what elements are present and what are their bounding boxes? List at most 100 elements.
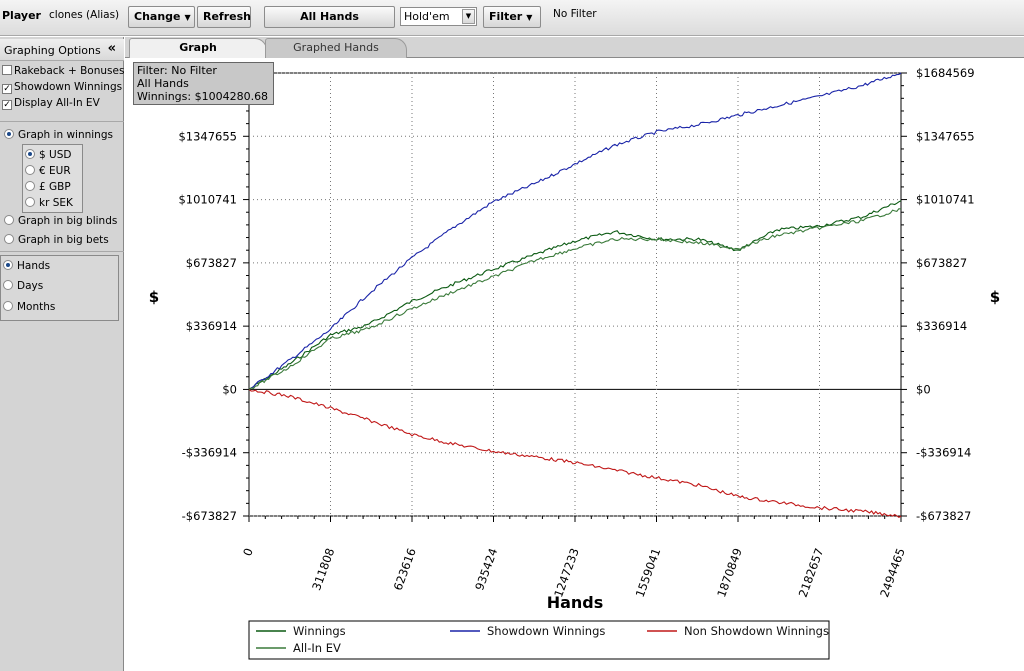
series-allin-ev-line: [248, 208, 902, 390]
change-button-label: Change: [134, 10, 181, 23]
tab-strip: Graph Graphed Hands: [125, 37, 1024, 58]
x-tick-label: 2494465: [877, 546, 908, 599]
checkmark-icon[interactable]: ✓: [2, 100, 12, 110]
rakeback-checkbox[interactable]: Rakeback + Bonuses: [2, 65, 124, 80]
radio-icon[interactable]: [4, 234, 14, 244]
radio-icon[interactable]: [3, 280, 13, 290]
x-tick-label: 1559041: [633, 546, 664, 599]
legend-item-showdown-winnings-label: Showdown Winnings: [487, 624, 605, 638]
tab-graphed-hands[interactable]: Graphed Hands: [265, 38, 407, 58]
y-tick-label-right: $0: [916, 382, 931, 396]
graph-in-winnings-label: Graph in winnings: [18, 129, 113, 141]
change-button[interactable]: Change ▼: [128, 6, 195, 28]
currency-eur-radio[interactable]: € EUR: [25, 165, 71, 180]
player-label: Player: [2, 9, 41, 22]
plot-frame: [248, 72, 902, 517]
winnings-chart: -$673827 -$673827 -$336914 -$336914 $0 $0 $336…: [149, 66, 1000, 660]
graph-in-winnings-radio[interactable]: Graph in winnings: [4, 129, 113, 144]
currency-gbp-radio[interactable]: £ GBP: [25, 181, 71, 196]
y-tick-label-right: $336914: [916, 319, 967, 333]
radio-icon[interactable]: [25, 181, 35, 191]
showdown-winnings-checkbox[interactable]: ✓ Showdown Winnings: [2, 81, 122, 96]
filter-summary-filter: Filter: No Filter: [137, 64, 217, 77]
x-days-radio[interactable]: Days: [3, 280, 43, 295]
allin-ev-label: Display All-In EV: [14, 97, 100, 109]
allin-ev-checkbox[interactable]: ✓ Display All-In EV: [2, 97, 100, 112]
currency-usd-radio[interactable]: $ USD: [25, 149, 71, 164]
toolbar: Player clones (Alias) Change ▼ Refresh Al…: [0, 0, 1024, 36]
x-hands-label: Hands: [17, 260, 51, 272]
currency-sek-radio[interactable]: kr SEK: [25, 197, 73, 212]
tab-graph[interactable]: Graph: [129, 38, 267, 58]
x-axis-group: Hands Days Months: [0, 255, 119, 321]
y-tick-label-left: $336914: [186, 319, 237, 333]
filter-status: No Filter: [553, 8, 597, 20]
y-tick-label-right: $1010741: [916, 193, 975, 207]
graphing-options-title: Graphing Options: [4, 44, 101, 57]
series-non-showdown-winnings-line: [248, 388, 902, 518]
y-tick-label-left: $673827: [186, 256, 237, 270]
y-tick-label-right: $1684569: [916, 66, 975, 80]
filter-summary-box: Filter: No Filter All Hands Winnings: $1…: [133, 62, 274, 105]
divider: [0, 251, 124, 252]
y-tick-label-left: $1010741: [178, 193, 237, 207]
graph-in-big-blinds-radio[interactable]: Graph in big blinds: [4, 215, 117, 230]
x-hands-radio[interactable]: Hands: [3, 260, 50, 275]
x-days-label: Days: [17, 280, 44, 292]
series-winnings-line: [248, 200, 902, 390]
legend-item-allin-ev-label: All-In EV: [293, 641, 341, 655]
filter-button[interactable]: Filter ▼: [483, 6, 541, 28]
radio-icon[interactable]: [25, 197, 35, 207]
dropdown-arrow-icon: ▼: [526, 13, 533, 22]
legend-item-non-showdown-winnings-label: Non Showdown Winnings: [684, 624, 829, 638]
y-axis-title-left: $: [149, 288, 159, 306]
radio-icon[interactable]: [4, 215, 14, 225]
game-type-select[interactable]: Hold'em ▼: [400, 7, 477, 26]
legend-box: [248, 620, 830, 660]
y-tick-label-left: -$336914: [182, 446, 237, 460]
radio-selected-icon[interactable]: [3, 260, 13, 270]
radio-icon[interactable]: [25, 165, 35, 175]
x-months-label: Months: [17, 301, 56, 313]
x-tick-label: 623616: [391, 546, 419, 592]
legend-item-winnings-label: Winnings: [293, 624, 346, 638]
showdown-winnings-label: Showdown Winnings: [14, 81, 123, 93]
series-showdown-winnings-line: [248, 72, 902, 390]
x-months-radio[interactable]: Months: [3, 301, 55, 316]
radio-icon[interactable]: [3, 301, 13, 311]
y-tick-label-right: -$336914: [916, 446, 971, 460]
all-hands-button[interactable]: All Hands: [264, 6, 395, 28]
graph-in-big-bets-label: Graph in big bets: [18, 234, 109, 246]
x-tick-label: 0: [240, 546, 256, 558]
dropdown-arrow-icon: ▼: [184, 13, 191, 22]
player-name: clones (Alias): [49, 9, 120, 21]
refresh-button[interactable]: Refresh: [197, 6, 251, 28]
chart-area: -$673827 -$673827 -$336914 -$336914 $0 $0 $336…: [125, 58, 1024, 671]
x-tick-label: 935424: [472, 546, 500, 592]
x-axis-title: Hands: [547, 593, 604, 612]
x-tick-label: 1247233: [551, 546, 582, 599]
y-axis-title-right: $: [990, 288, 1000, 306]
y-tick-label-right: -$673827: [916, 509, 971, 523]
currency-usd-label: $ USD: [39, 149, 72, 161]
x-tick-label: 1870849: [714, 546, 745, 599]
collapse-icon[interactable]: «: [107, 41, 116, 56]
x-tick-label: 2182657: [796, 546, 827, 599]
y-tick-label-right: $673827: [916, 256, 967, 270]
y-tick-label-right: $1347655: [916, 129, 975, 143]
currency-group: $ USD € EUR £ GBP kr SEK: [22, 144, 83, 213]
game-type-value: Hold'em: [404, 10, 450, 23]
y-tick-label-left: $1347655: [178, 129, 237, 143]
filter-summary-hands: All Hands: [137, 77, 189, 90]
currency-eur-label: € EUR: [39, 165, 71, 177]
checkbox-icon[interactable]: [2, 65, 12, 75]
radio-selected-icon[interactable]: [25, 149, 35, 159]
filter-button-label: Filter: [489, 10, 523, 23]
radio-selected-icon[interactable]: [4, 129, 14, 139]
chevron-down-icon[interactable]: ▼: [462, 9, 475, 24]
currency-gbp-label: £ GBP: [39, 181, 71, 193]
checkmark-icon[interactable]: ✓: [2, 84, 12, 94]
graphing-options-panel: Graphing Options « Rakeback + Bonuses ✓ S…: [0, 37, 124, 671]
divider: [0, 121, 124, 122]
graph-in-big-bets-radio[interactable]: Graph in big bets: [4, 234, 109, 249]
